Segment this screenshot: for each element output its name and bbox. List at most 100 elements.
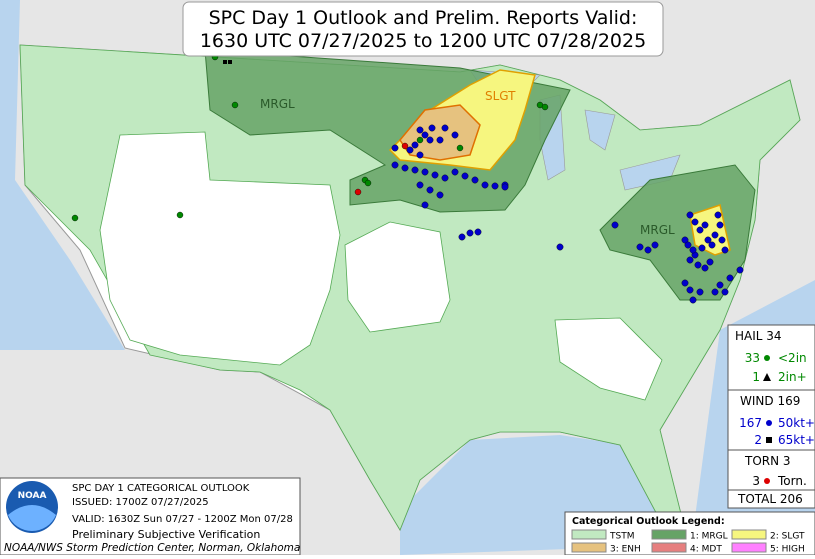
legend-title: Categorical Outlook Legend:: [572, 516, 725, 527]
wind-report: [718, 236, 726, 244]
reports: [71, 53, 744, 304]
tornado-report: [401, 142, 409, 150]
wind-65kt-report: [223, 60, 227, 64]
count: 33: [745, 351, 760, 365]
hail-report: [456, 144, 464, 152]
wind-report: [436, 136, 444, 144]
logo: NOAA: [18, 491, 47, 501]
wind-report: [431, 171, 439, 179]
wind-report: [401, 164, 409, 172]
title: 1630 UTC 07/27/2025 to 1200 UTC 07/28/20…: [200, 30, 646, 52]
wind-report: [406, 146, 414, 154]
wind-report: [706, 258, 714, 266]
legend-swatch: [651, 529, 687, 540]
row-label: Torn.: [777, 474, 807, 488]
wind-report: [421, 201, 429, 209]
legend-label: 3: ENH: [610, 545, 641, 555]
wind-report: [416, 151, 424, 159]
legend-swatch: [731, 529, 767, 540]
count: 3: [752, 474, 760, 488]
wind-report: [474, 228, 482, 236]
wind-report: [711, 288, 719, 296]
wind-report: [466, 229, 474, 237]
legend-swatch: [651, 542, 687, 553]
legend-label: 5: HIGH: [770, 545, 805, 555]
wind-report: [416, 126, 424, 134]
hail-report: [416, 136, 424, 144]
wind-report: [416, 181, 424, 189]
wind-report: [428, 124, 436, 132]
wind-report: [686, 286, 694, 294]
wind-report: [691, 218, 699, 226]
legend-swatch: [731, 542, 767, 553]
wind-report: [421, 131, 429, 139]
map-label: SLGT: [485, 89, 516, 103]
info-line: Preliminary Subjective Verification: [72, 528, 260, 541]
torn-header: TORN 3: [744, 454, 791, 468]
row-label: 50kt+: [778, 416, 815, 430]
wind-report: [458, 233, 466, 241]
wind-report: [651, 241, 659, 249]
wind-report: [491, 182, 499, 190]
count: 167: [739, 416, 762, 430]
wind-report: [736, 266, 744, 274]
info-line: VALID: 1630Z Sun 07/27 - 1200Z Mon 07/28: [72, 514, 293, 525]
wind-report: [391, 161, 399, 169]
wind-report: [721, 288, 729, 296]
row-label: 2in+: [778, 370, 807, 384]
map-label: MRGL: [640, 223, 675, 237]
wind-report: [481, 181, 489, 189]
wind-report: [681, 279, 689, 287]
wind-report: [704, 236, 712, 244]
report-box: HAIL 34 33 <2in 1 2in+ WIND 169 167 50kt…: [727, 324, 815, 509]
wind-report: [426, 186, 434, 194]
wind-report: [711, 231, 719, 239]
wind-report: [698, 244, 706, 252]
info-line: SPC DAY 1 CATEGORICAL OUTLOOK: [72, 483, 250, 494]
tornado-report: [354, 188, 362, 196]
wind-report: [636, 243, 644, 251]
wind-report: [461, 172, 469, 180]
wind-report: [411, 166, 419, 174]
title-box: [182, 1, 664, 57]
hail-report: [231, 101, 239, 109]
pacific: [0, 0, 125, 350]
wind-report: [701, 264, 709, 272]
legend-swatch: [571, 542, 607, 553]
wind-report: [696, 288, 704, 296]
hail-header: HAIL 34: [735, 329, 782, 343]
legend-label: 1: MRGL: [690, 532, 728, 542]
map-label: MRGL: [260, 97, 295, 111]
wind-report: [686, 211, 694, 219]
legend: Categorical Outlook Legend: TSTM 1: MRGL 2…: [564, 511, 815, 556]
wind-report: [644, 246, 652, 254]
wind-report: [696, 226, 704, 234]
wind-report: [556, 243, 564, 251]
wind-report: [686, 256, 694, 264]
hail-report: [176, 211, 184, 219]
wind-report: [716, 221, 724, 229]
hail-report: [364, 179, 372, 187]
wind-header: WIND 169: [740, 394, 800, 408]
title: SPC Day 1 Outlook and Prelim. Reports Va…: [209, 7, 638, 29]
legend-label: 2: SLGT: [770, 532, 805, 542]
wind-report: [694, 261, 702, 269]
wind-65kt-report: [228, 60, 232, 64]
no-thunder-areas: [99, 131, 663, 401]
legend-swatch: [571, 529, 607, 540]
wind-report: [714, 211, 722, 219]
info-line: ISSUED: 1700Z 07/27/2025: [72, 497, 209, 508]
legend-label: 4: MDT: [690, 545, 722, 555]
total: TOTAL 206: [737, 492, 803, 506]
wind-report: [721, 246, 729, 254]
wind-report: [684, 241, 692, 249]
wind-report: [708, 241, 716, 249]
legend-label: TSTM: [609, 532, 634, 542]
wind-report: [426, 136, 434, 144]
wind-report: [681, 236, 689, 244]
wind-report: [689, 246, 697, 254]
wind-report: [716, 281, 724, 289]
info-box: NOAA SPC DAY 1 CATEGORICAL OUTLOOK ISSUE…: [0, 477, 301, 556]
wind-report: [701, 221, 709, 229]
hail-report: [71, 214, 79, 222]
